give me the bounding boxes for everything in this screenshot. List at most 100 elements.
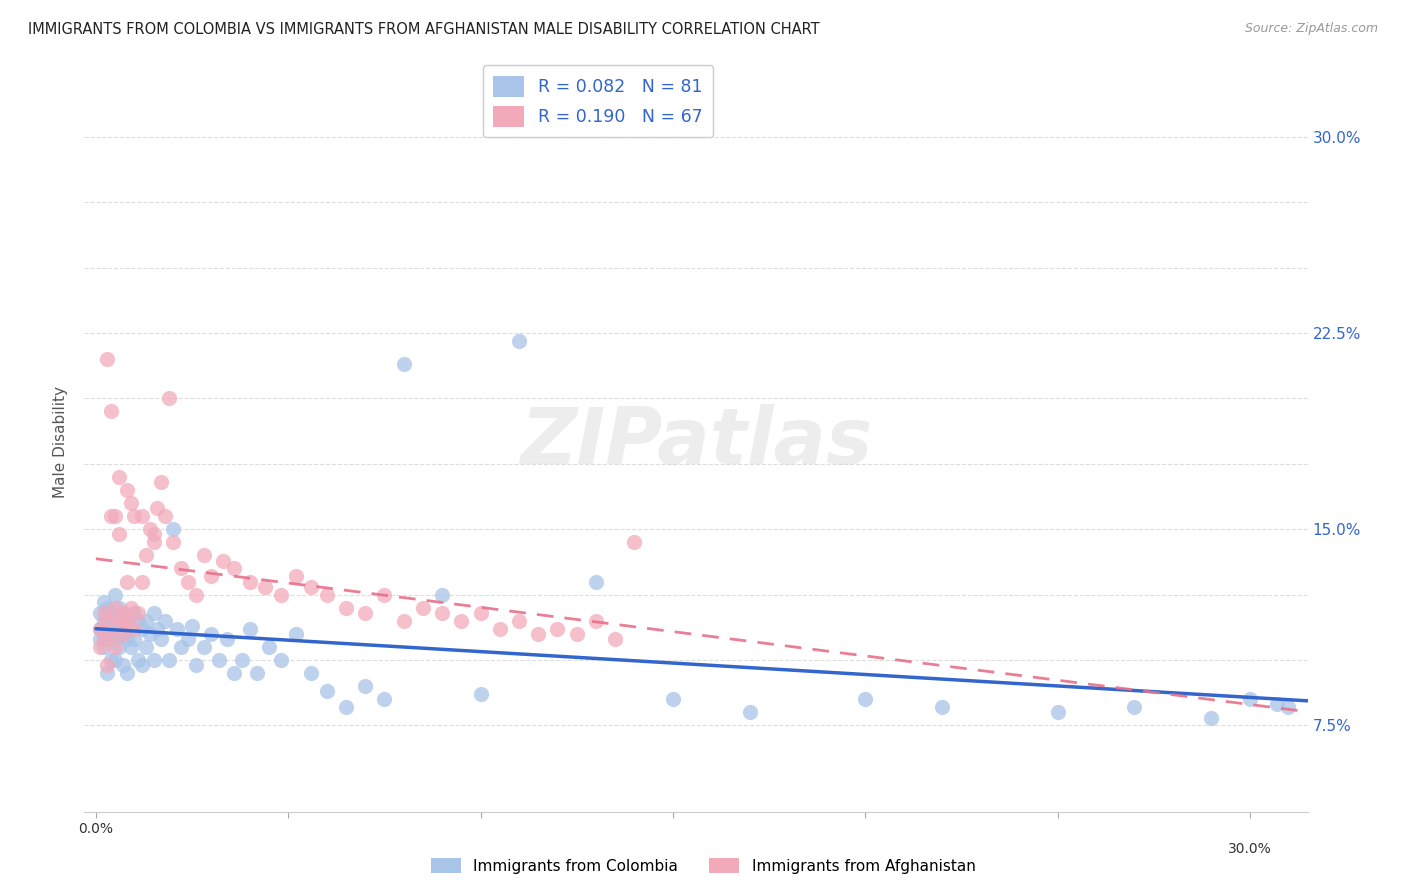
Point bbox=[96, 619, 118, 633]
Point bbox=[131, 658, 153, 673]
Legend: Immigrants from Colombia, Immigrants from Afghanistan: Immigrants from Colombia, Immigrants fro… bbox=[425, 852, 981, 880]
Point bbox=[100, 627, 122, 641]
Point bbox=[146, 622, 169, 636]
Point bbox=[162, 522, 184, 536]
Point bbox=[284, 627, 307, 641]
Point bbox=[108, 527, 131, 541]
Y-axis label: Male Disability: Male Disability bbox=[53, 385, 69, 498]
Point bbox=[124, 622, 146, 636]
Point bbox=[1265, 698, 1288, 712]
Point bbox=[108, 640, 131, 654]
Point bbox=[100, 627, 122, 641]
Point bbox=[100, 404, 122, 418]
Point bbox=[96, 666, 118, 681]
Point bbox=[231, 653, 253, 667]
Point bbox=[135, 614, 157, 628]
Point bbox=[1277, 700, 1299, 714]
Point bbox=[96, 600, 118, 615]
Point bbox=[104, 600, 127, 615]
Point bbox=[135, 549, 157, 563]
Point bbox=[111, 658, 134, 673]
Point bbox=[104, 640, 127, 654]
Legend: R = 0.082   N = 81, R = 0.190   N = 67: R = 0.082 N = 81, R = 0.190 N = 67 bbox=[482, 65, 713, 137]
Point bbox=[93, 627, 115, 641]
Point bbox=[169, 561, 191, 575]
Point bbox=[150, 475, 173, 489]
Point bbox=[177, 632, 200, 646]
Point bbox=[585, 574, 607, 589]
Point bbox=[373, 588, 395, 602]
Point bbox=[100, 606, 122, 620]
Point bbox=[662, 692, 685, 706]
Point bbox=[738, 706, 761, 720]
Point bbox=[450, 614, 472, 628]
Point bbox=[1239, 692, 1261, 706]
Point bbox=[153, 614, 176, 628]
Point bbox=[853, 692, 876, 706]
Point bbox=[1046, 706, 1069, 720]
Point bbox=[239, 574, 262, 589]
Point bbox=[127, 614, 149, 628]
Point bbox=[193, 549, 215, 563]
Point bbox=[354, 606, 377, 620]
Point bbox=[96, 614, 118, 628]
Point bbox=[508, 614, 530, 628]
Point bbox=[115, 666, 138, 681]
Point bbox=[224, 561, 246, 575]
Point bbox=[108, 614, 131, 628]
Point bbox=[127, 606, 149, 620]
Point bbox=[93, 595, 115, 609]
Point bbox=[96, 352, 118, 367]
Point bbox=[120, 600, 142, 615]
Point bbox=[100, 653, 122, 667]
Point bbox=[104, 509, 127, 524]
Point bbox=[124, 632, 146, 646]
Point bbox=[470, 687, 492, 701]
Text: Source: ZipAtlas.com: Source: ZipAtlas.com bbox=[1244, 22, 1378, 36]
Point bbox=[1201, 710, 1223, 724]
Point bbox=[470, 606, 492, 620]
Point bbox=[135, 640, 157, 654]
Point bbox=[270, 588, 292, 602]
Point bbox=[120, 496, 142, 510]
Point bbox=[93, 640, 115, 654]
Point bbox=[89, 622, 111, 636]
Point bbox=[270, 653, 292, 667]
Point bbox=[392, 614, 415, 628]
Point bbox=[100, 509, 122, 524]
Point bbox=[111, 627, 134, 641]
Point bbox=[299, 666, 322, 681]
Point bbox=[508, 334, 530, 348]
Point bbox=[89, 632, 111, 646]
Point bbox=[146, 501, 169, 516]
Point bbox=[254, 580, 277, 594]
Point bbox=[335, 600, 357, 615]
Point bbox=[565, 627, 588, 641]
Point bbox=[89, 622, 111, 636]
Point bbox=[284, 569, 307, 583]
Point bbox=[177, 574, 200, 589]
Point bbox=[96, 658, 118, 673]
Point bbox=[488, 622, 510, 636]
Point bbox=[208, 653, 231, 667]
Point bbox=[111, 627, 134, 641]
Point bbox=[104, 588, 127, 602]
Point bbox=[115, 483, 138, 497]
Point bbox=[184, 588, 207, 602]
Point bbox=[131, 509, 153, 524]
Point bbox=[623, 535, 645, 549]
Point bbox=[111, 614, 134, 628]
Point bbox=[115, 614, 138, 628]
Point bbox=[108, 470, 131, 484]
Point bbox=[246, 666, 269, 681]
Point bbox=[585, 614, 607, 628]
Point bbox=[162, 535, 184, 549]
Point bbox=[104, 614, 127, 628]
Point bbox=[211, 553, 233, 567]
Point bbox=[111, 606, 134, 620]
Point bbox=[93, 632, 115, 646]
Point bbox=[104, 653, 127, 667]
Point bbox=[200, 569, 222, 583]
Point bbox=[120, 640, 142, 654]
Point bbox=[124, 606, 146, 620]
